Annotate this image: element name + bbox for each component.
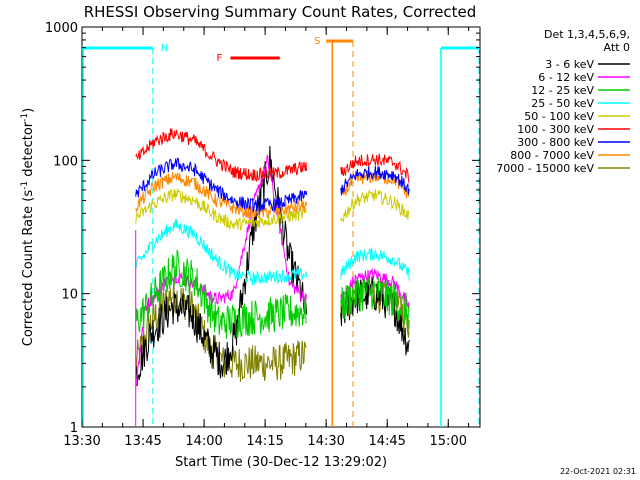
- night-label: N: [161, 43, 168, 54]
- series-line-5-seg2: [340, 153, 410, 183]
- series-line-5-seg1: [135, 128, 308, 182]
- series-line-3-seg2: [340, 247, 410, 281]
- chart-title: RHESSI Observing Summary Count Rates, Co…: [84, 3, 477, 21]
- legend-label: 100 - 300 keV: [517, 123, 594, 136]
- series-line-4-seg2: [340, 189, 410, 223]
- y-axis: 1 10 100 1000: [45, 21, 480, 436]
- saa-label: S: [314, 36, 320, 47]
- x-tick-label: 15:00: [430, 434, 467, 449]
- legend-header-2: Att 0: [604, 41, 630, 54]
- x-tick-label: 13:45: [124, 434, 161, 449]
- legend-label: 7000 - 15000 keV: [496, 162, 594, 175]
- series-line-4-seg1: [135, 188, 308, 231]
- x-axis-label: Start Time (30-Dec-12 13:29:02): [175, 455, 387, 470]
- x-tick-label: 14:30: [307, 434, 344, 449]
- legend-label: 300 - 800 keV: [517, 136, 594, 149]
- series-line-0-seg1: [135, 145, 308, 387]
- legend-label: 12 - 25 keV: [531, 84, 594, 97]
- legend-label: 800 - 7000 keV: [510, 149, 594, 162]
- series-line-6-seg1: [135, 157, 308, 213]
- y-tick-label: 1000: [45, 21, 78, 36]
- y-tick-label: 1: [70, 421, 78, 436]
- series-line-1-seg2: [340, 267, 410, 308]
- legend-label: 3 - 6 keV: [545, 58, 594, 71]
- series-layer: [135, 128, 410, 427]
- series-line-2-seg1: [135, 249, 308, 340]
- legend-header-1: Det 1,3,4,5,6,9,: [544, 28, 630, 41]
- x-tick-label: 14:15: [246, 434, 283, 449]
- series-line-6-seg2: [340, 165, 410, 196]
- y-axis-label: Corrected Count Rate (s-1 detector-1): [20, 108, 36, 346]
- x-axis: 13:30 13:45 14:00 14:15 14:30 14:45 15:00: [63, 27, 470, 449]
- y-tick-label: 10: [61, 288, 78, 303]
- series-line-2-seg2: [340, 275, 410, 330]
- timestamp: 22-Oct-2021 02:31: [560, 467, 636, 476]
- x-tick-label: 14:45: [368, 434, 405, 449]
- legend-label: 50 - 100 keV: [524, 110, 594, 123]
- x-tick-label: 13:30: [63, 434, 100, 449]
- x-tick-label: 14:00: [185, 434, 222, 449]
- flare-label: F: [216, 53, 222, 64]
- series-line-3-seg1: [135, 218, 308, 285]
- legend-label: 6 - 12 keV: [538, 71, 594, 84]
- y-tick-label: 100: [53, 154, 78, 169]
- plot-frame: [81, 26, 481, 428]
- legend-label: 25 - 50 keV: [531, 97, 594, 110]
